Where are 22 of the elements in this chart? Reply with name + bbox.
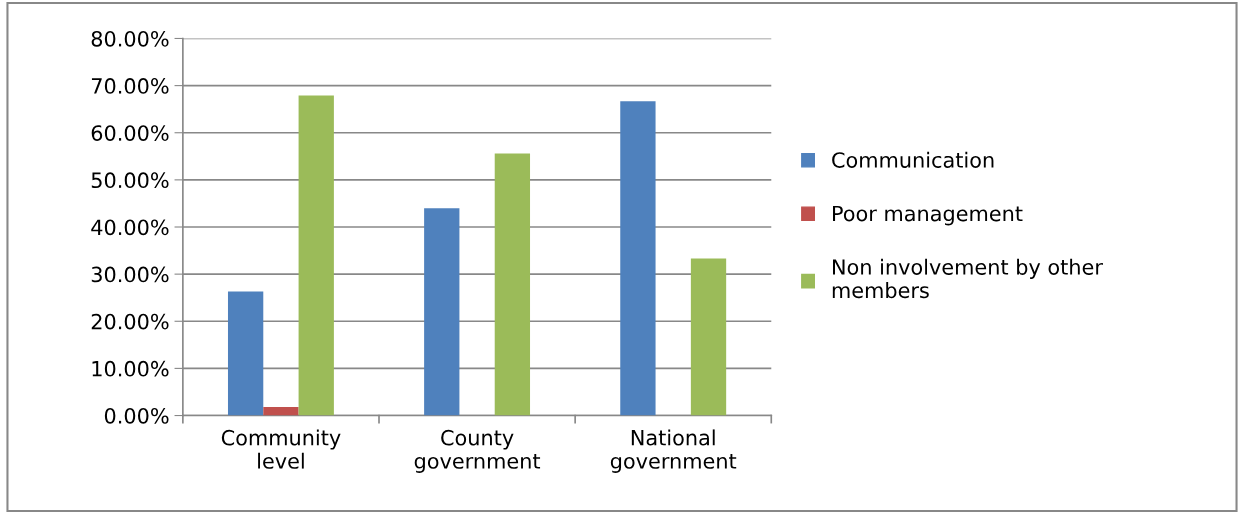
y-tick-label: 40.00%: [91, 219, 169, 236]
bar: [298, 95, 334, 416]
bar: [690, 258, 727, 416]
bar: [263, 407, 299, 416]
y-tick-label: 10.00%: [92, 360, 169, 377]
x-tick-label: County government: [414, 429, 541, 473]
bar: [424, 208, 460, 416]
legend-label: Non involvement by other members: [832, 258, 1103, 299]
y-tick-label: 60.00%: [91, 125, 169, 141]
y-tick-label: 80.00%: [91, 30, 169, 47]
y-tick-label: 50.00%: [91, 172, 169, 189]
legend-label: Poor management: [833, 205, 1023, 226]
x-tick-label: National government: [610, 429, 737, 473]
bar: [227, 291, 264, 416]
legend-label: Communication: [832, 151, 994, 168]
y-tick-label: 70.00%: [91, 78, 169, 94]
y-tick-label: 30.00%: [91, 266, 169, 283]
x-tick-label: Community level: [221, 429, 341, 469]
bar: [494, 153, 531, 416]
y-tick-label: 20.00%: [91, 313, 169, 330]
bar: [620, 101, 656, 416]
y-tick-label: 0.00%: [104, 407, 169, 424]
